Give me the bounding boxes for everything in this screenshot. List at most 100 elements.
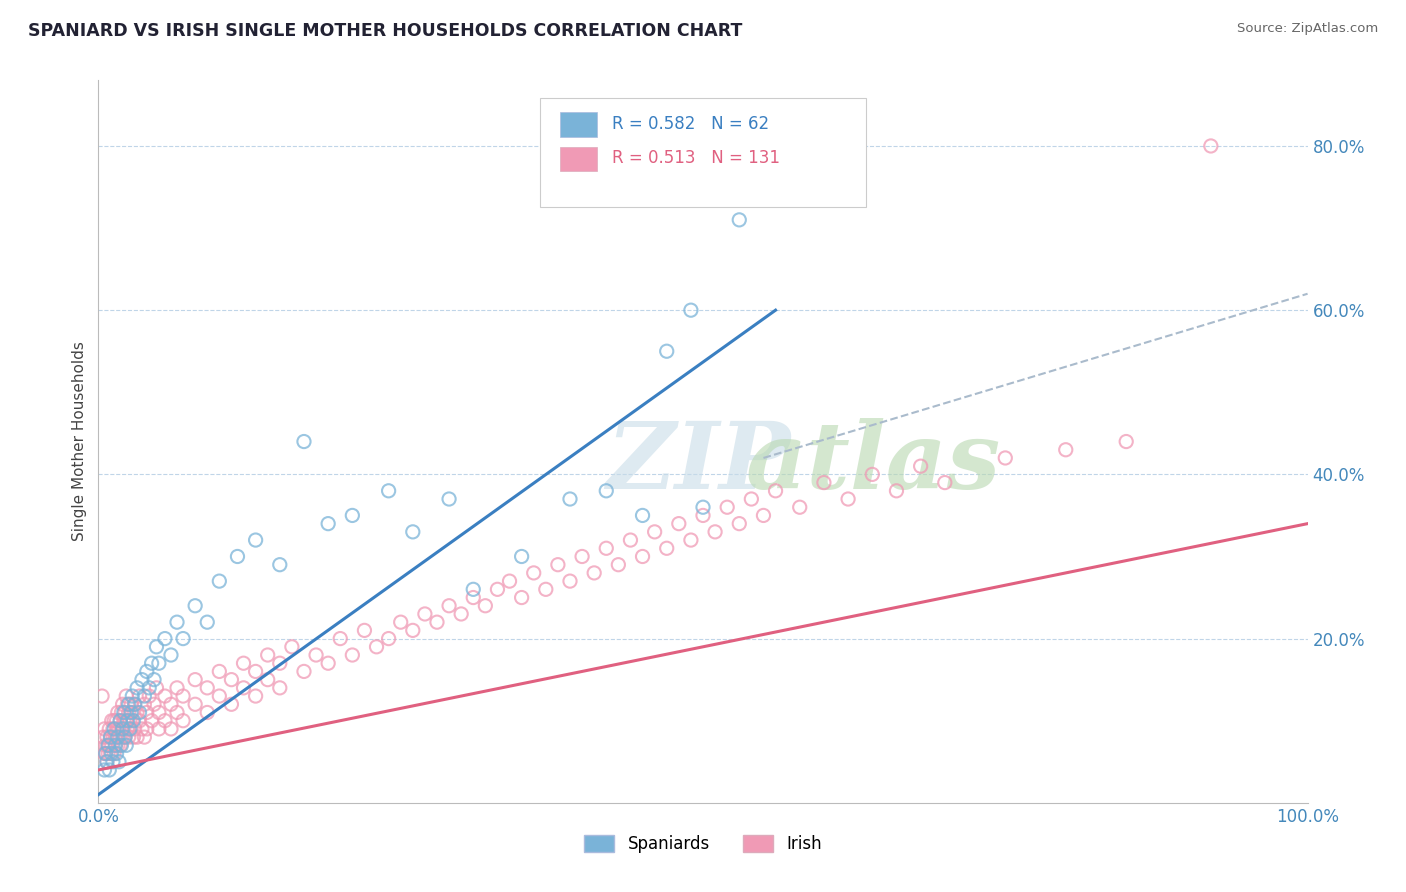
Point xyxy=(115,739,138,753)
Point xyxy=(110,739,132,753)
Point xyxy=(143,698,166,712)
Point xyxy=(91,689,114,703)
Point xyxy=(94,747,117,761)
Point xyxy=(101,722,124,736)
Point xyxy=(934,475,956,490)
Point xyxy=(389,615,412,630)
Point xyxy=(117,714,139,728)
Point xyxy=(153,632,176,646)
Point xyxy=(1199,139,1222,153)
Point xyxy=(96,755,118,769)
Point xyxy=(117,698,139,712)
Point xyxy=(127,706,149,720)
Point xyxy=(103,714,125,728)
Point xyxy=(108,739,131,753)
Point xyxy=(91,730,114,744)
Point xyxy=(96,730,118,744)
Point xyxy=(413,607,436,621)
Point xyxy=(111,722,134,736)
Point xyxy=(98,739,121,753)
Point xyxy=(112,714,135,728)
Point xyxy=(402,524,425,539)
Point xyxy=(607,558,630,572)
Point xyxy=(474,599,496,613)
Point xyxy=(100,730,122,744)
Point xyxy=(108,714,131,728)
Point xyxy=(172,689,194,703)
Text: R = 0.582   N = 62: R = 0.582 N = 62 xyxy=(613,115,769,133)
Point xyxy=(232,681,254,695)
Point xyxy=(728,516,751,531)
Point xyxy=(226,549,249,564)
Point xyxy=(100,714,122,728)
Point xyxy=(245,689,267,703)
Point xyxy=(104,730,127,744)
Point xyxy=(103,722,125,736)
Point xyxy=(571,549,593,564)
Point xyxy=(104,739,127,753)
Point xyxy=(96,755,118,769)
Point xyxy=(120,706,142,720)
Point xyxy=(135,665,157,679)
Point xyxy=(523,566,546,580)
Point xyxy=(148,706,170,720)
Point xyxy=(631,508,654,523)
Point xyxy=(752,508,775,523)
FancyBboxPatch shape xyxy=(561,147,596,171)
Point xyxy=(128,706,150,720)
Point xyxy=(131,673,153,687)
Point xyxy=(93,722,115,736)
Point xyxy=(758,139,780,153)
Point xyxy=(141,657,163,671)
Point xyxy=(118,714,141,728)
Point xyxy=(138,689,160,703)
Point xyxy=(208,689,231,703)
Point xyxy=(655,344,678,359)
Point xyxy=(160,698,183,712)
Point xyxy=(655,541,678,556)
Point xyxy=(292,665,315,679)
Point xyxy=(256,673,278,687)
Point xyxy=(97,739,120,753)
Point xyxy=(166,681,188,695)
Point xyxy=(195,706,218,720)
Point xyxy=(269,558,291,572)
Point xyxy=(122,730,145,744)
Point xyxy=(160,722,183,736)
Text: ZIP: ZIP xyxy=(606,418,790,508)
Point xyxy=(558,574,581,588)
Point xyxy=(148,722,170,736)
Point xyxy=(450,607,472,621)
Point xyxy=(860,467,883,482)
Point xyxy=(813,475,835,490)
Point xyxy=(134,730,156,744)
Point xyxy=(195,681,218,695)
Point xyxy=(97,747,120,761)
Point xyxy=(377,483,399,498)
Point xyxy=(692,500,714,515)
Point xyxy=(105,714,128,728)
Point xyxy=(118,698,141,712)
Point xyxy=(108,730,131,744)
Point xyxy=(98,722,121,736)
Point xyxy=(292,434,315,449)
Point xyxy=(115,714,138,728)
Point xyxy=(112,722,135,736)
Point xyxy=(498,574,520,588)
Point xyxy=(558,491,581,506)
Point xyxy=(107,739,129,753)
Point xyxy=(94,747,117,761)
Point xyxy=(305,648,328,662)
Point xyxy=(329,632,352,646)
Text: Source: ZipAtlas.com: Source: ZipAtlas.com xyxy=(1237,22,1378,36)
Point xyxy=(124,698,146,712)
Point xyxy=(668,516,690,531)
Point xyxy=(112,706,135,720)
Point xyxy=(994,450,1017,465)
Point xyxy=(100,730,122,744)
Point xyxy=(208,665,231,679)
Point xyxy=(232,657,254,671)
Text: SPANIARD VS IRISH SINGLE MOTHER HOUSEHOLDS CORRELATION CHART: SPANIARD VS IRISH SINGLE MOTHER HOUSEHOL… xyxy=(28,22,742,40)
Point xyxy=(100,747,122,761)
Point xyxy=(740,491,762,506)
